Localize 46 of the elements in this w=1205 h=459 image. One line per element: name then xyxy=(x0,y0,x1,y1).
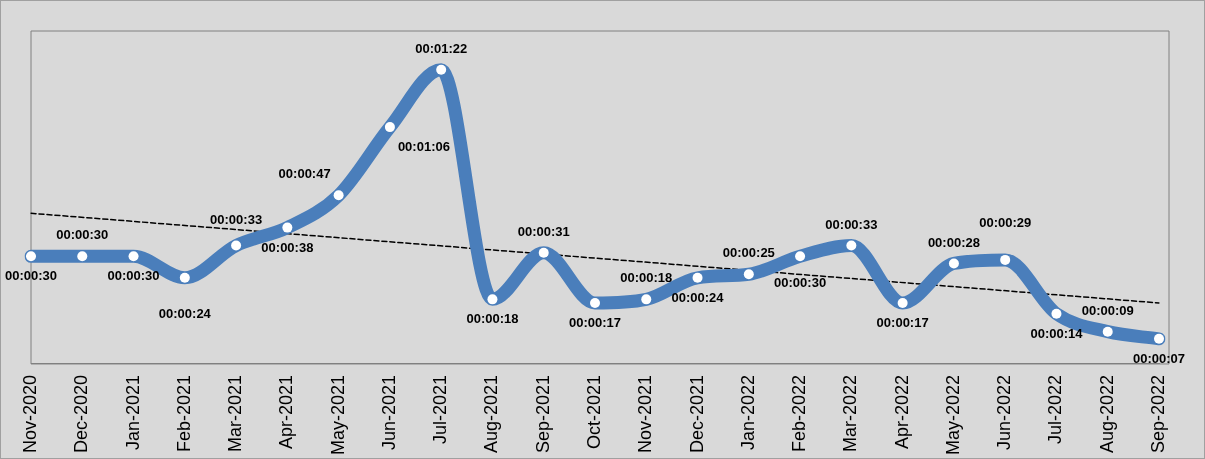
x-tick-label: Feb-2021 xyxy=(173,374,194,453)
x-tick-label: Nov-2020 xyxy=(19,374,40,453)
x-tick-label: Feb-2022 xyxy=(789,374,810,453)
x-tick-label: Jul-2022 xyxy=(1045,374,1066,444)
data-label: 00:00:30 xyxy=(774,275,827,291)
data-label: 00:00:07 xyxy=(1132,350,1186,366)
x-tick-label: Aug-2021 xyxy=(481,374,502,454)
data-label: 00:01:06 xyxy=(397,139,450,155)
data-label: 00:00:18 xyxy=(466,311,519,327)
data-label: 00:00:33 xyxy=(210,211,263,227)
x-tick-label: May-2021 xyxy=(327,374,348,455)
data-label: 00:00:17 xyxy=(876,315,929,331)
data-label: 00:00:14 xyxy=(1030,325,1084,341)
data-label: 00:00:24 xyxy=(158,305,212,321)
x-tick-label: Jan-2021 xyxy=(122,374,143,451)
x-tick-label: Jul-2021 xyxy=(430,374,451,444)
x-tick-label: Sep-2022 xyxy=(1147,374,1168,454)
x-tick-label: May-2022 xyxy=(942,374,963,455)
data-label: 00:00:25 xyxy=(722,245,775,261)
data-label: 00:00:17 xyxy=(568,315,622,331)
data-label: 00:00:33 xyxy=(825,216,878,232)
data-label: 00:01:22 xyxy=(415,40,468,56)
x-tick-label: Apr-2021 xyxy=(276,374,297,450)
data-label: 00:00:24 xyxy=(671,289,725,305)
x-tick-label: Jun-2021 xyxy=(378,374,399,451)
x-tick-label: Jun-2022 xyxy=(994,374,1015,451)
data-label: 00:00:30 xyxy=(56,227,109,243)
data-label: 00:00:30 xyxy=(107,268,160,284)
data-label: 00:00:18 xyxy=(620,270,673,286)
data-label: 00:00:29 xyxy=(979,214,1032,230)
x-tick-label: Apr-2022 xyxy=(891,374,912,450)
x-tick-label: Aug-2022 xyxy=(1096,374,1117,454)
data-label: 00:00:38 xyxy=(261,239,314,255)
x-tick-label: Sep-2021 xyxy=(532,374,553,454)
x-tick-label: Jan-2022 xyxy=(737,374,758,451)
data-label: 00:00:31 xyxy=(517,223,570,239)
data-label: 00:00:09 xyxy=(1081,302,1134,318)
data-label: 00:00:47 xyxy=(278,166,331,182)
data-label: 00:00:28 xyxy=(927,234,980,250)
x-tick-label: Dec-2021 xyxy=(686,374,707,453)
x-tick-label: Oct-2021 xyxy=(583,374,604,449)
data-label: 00:00:30 xyxy=(4,268,58,284)
x-tick-label: Mar-2021 xyxy=(225,374,246,452)
x-tick-label: Nov-2021 xyxy=(635,374,656,453)
x-tick-label: Dec-2020 xyxy=(71,374,92,453)
x-tick-label: Mar-2022 xyxy=(840,374,861,452)
